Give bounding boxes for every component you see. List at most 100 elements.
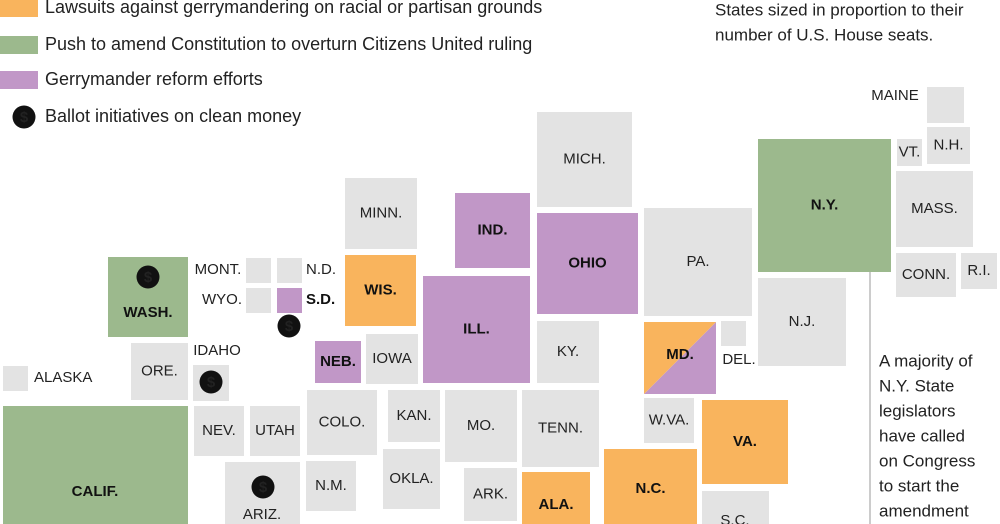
state-label: PA. [686, 253, 709, 270]
state-box [445, 390, 517, 462]
state-label: MD. [666, 346, 694, 363]
state-label: OHIO [568, 254, 607, 271]
state-label: CALIF. [72, 483, 119, 500]
state-box [644, 398, 694, 443]
annotation: N.Y. State [879, 376, 954, 395]
state-label: MO. [467, 417, 495, 434]
legend-swatch [0, 71, 38, 89]
state-box [758, 139, 891, 272]
state-label: CONN. [902, 266, 950, 283]
state-label: COLO. [319, 413, 366, 430]
money-symbol: $ [259, 479, 268, 496]
annotation: on Congress [879, 451, 975, 470]
state-box [345, 178, 417, 249]
state-label: ALA. [539, 496, 574, 513]
state-label: ALASKA [34, 369, 92, 386]
state-box [194, 406, 244, 456]
state-box [246, 258, 271, 283]
state-box [277, 288, 302, 313]
state-label: OKLA. [389, 470, 433, 487]
state-box [131, 343, 188, 400]
state-box [388, 390, 440, 442]
state-label: WASH. [123, 304, 172, 321]
money-symbol: $ [285, 318, 294, 335]
state-label: ARK. [473, 485, 508, 502]
state-label: MICH. [563, 150, 606, 167]
state-label: NEB. [320, 353, 356, 370]
state-label: VT. [899, 143, 921, 160]
state-box [896, 253, 956, 297]
state-label: IOWA [372, 350, 411, 367]
state-label: WYO. [202, 291, 242, 308]
state-box [927, 87, 964, 123]
state-box [927, 127, 970, 164]
legend-label: Ballot initiatives on clean money [45, 106, 301, 126]
state-label: MONT. [195, 261, 242, 278]
annotation: legislators [879, 401, 956, 420]
state-label: N.C. [636, 480, 666, 497]
state-label: UTAH [255, 422, 295, 439]
legend-swatch [0, 0, 38, 17]
state-label: N.M. [315, 477, 347, 494]
state-label: N.D. [306, 261, 336, 278]
state-box [961, 253, 997, 289]
annotation: amendment [879, 501, 969, 520]
state-box [306, 461, 356, 511]
money-icon [199, 370, 223, 394]
money-icon [277, 314, 301, 338]
state-box [721, 321, 746, 346]
state-label: KAN. [396, 407, 431, 424]
state-label: S.D. [306, 291, 335, 308]
state-label: NEV. [202, 422, 236, 439]
state-label: R.I. [967, 262, 990, 279]
state-box [246, 288, 271, 313]
annotation: have called [879, 426, 965, 445]
state-box [644, 208, 752, 316]
legend-label: Lawsuits against gerrymandering on racia… [45, 0, 542, 17]
state-box [896, 171, 973, 247]
state-box [522, 390, 599, 467]
money-symbol: $ [20, 109, 29, 126]
state-box [604, 449, 697, 524]
legend-label: Push to amend Constitution to overturn C… [45, 34, 532, 54]
state-label: W.VA. [649, 411, 690, 428]
money-icon [251, 475, 275, 499]
state-box [522, 472, 590, 524]
note: States sized in proportion to their [715, 0, 964, 19]
state-box [3, 366, 28, 391]
state-box [758, 278, 846, 366]
state-label: MASS. [911, 200, 958, 217]
state-box [277, 258, 302, 283]
state-box [537, 213, 638, 314]
state-label: N.J. [789, 313, 816, 330]
state-label: WIS. [364, 281, 397, 298]
state-label: MAINE [871, 87, 919, 104]
annotation: to start the [879, 476, 959, 495]
state-box [537, 112, 632, 207]
state-label: N.H. [934, 136, 964, 153]
state-box [464, 468, 517, 521]
state-label: DEL. [722, 351, 755, 368]
money-symbol: $ [207, 374, 216, 391]
annotation: A majority of [879, 351, 973, 370]
state-box [3, 406, 188, 524]
state-label: TENN. [538, 419, 583, 436]
state-box [345, 255, 416, 326]
legend-label: Gerrymander reform efforts [45, 69, 263, 89]
state-label: ORE. [141, 362, 178, 379]
state-box [315, 341, 361, 383]
state-box [383, 449, 440, 509]
state-box [307, 390, 377, 455]
state-box [897, 139, 922, 166]
state-box [702, 491, 769, 524]
state-label: VA. [733, 433, 757, 450]
state-box [250, 406, 300, 456]
money-icon [136, 265, 160, 289]
state-label: MINN. [360, 204, 403, 221]
state-box [366, 334, 418, 384]
legend-swatch [0, 36, 38, 54]
money-symbol: $ [144, 269, 153, 286]
state-box [644, 322, 716, 394]
state-box [702, 400, 788, 484]
money-icon [12, 105, 36, 129]
